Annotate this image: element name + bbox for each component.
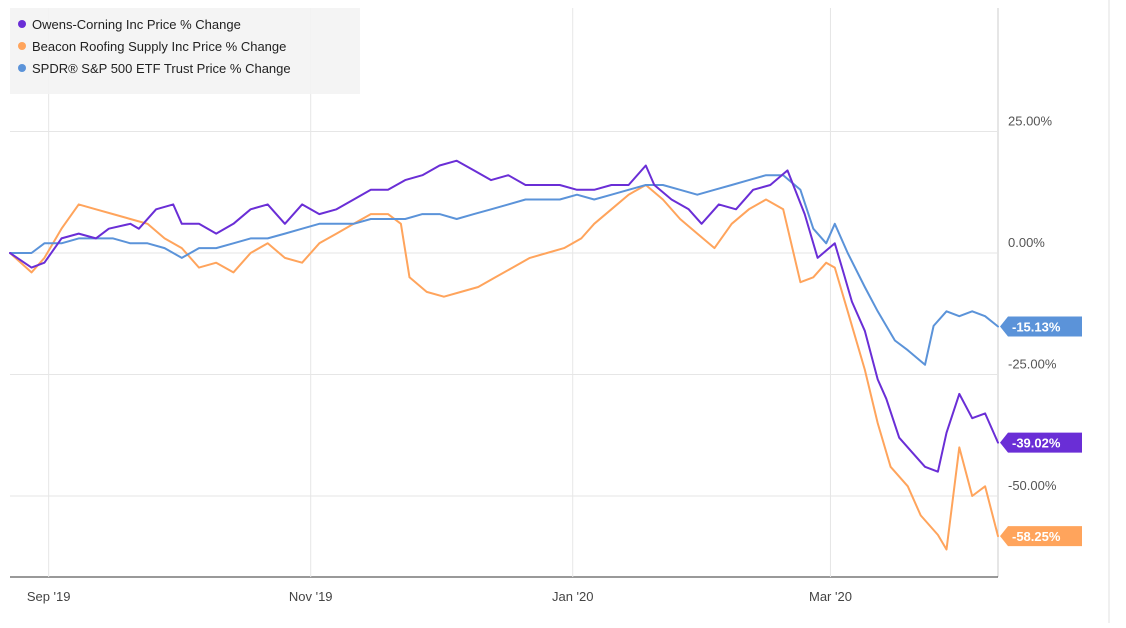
y-tick-label: 25.00% (1008, 114, 1053, 129)
series-line-beacon-roofing-supply-inc-price-change (9, 184, 999, 551)
legend-dot-beacon-roofing (18, 42, 26, 50)
series-line-owens-corning-inc-price-change (9, 159, 999, 473)
legend-dot-spdr-sp500 (18, 64, 26, 72)
x-tick-label: Sep '19 (27, 589, 71, 604)
legend-dot-owens-corning (18, 20, 26, 28)
end-flag-owens-corning-inc-price-change (1000, 432, 1082, 453)
legend-label-owens-corning: Owens-Corning Inc Price % Change (32, 16, 241, 32)
x-tick-label: Mar '20 (809, 589, 852, 604)
end-value-label: -58.25% (1012, 529, 1061, 544)
legend-item-beacon-roofing[interactable]: Beacon Roofing Supply Inc Price % Change (18, 37, 286, 55)
legend-label-spdr-sp500: SPDR® S&P 500 ETF Trust Price % Change (32, 60, 291, 76)
end-value-label: -15.13% (1012, 320, 1061, 335)
end-value-label: -39.02% (1012, 436, 1061, 451)
series-line-spdr-s-p-500-etf-trust-price-change (9, 174, 999, 366)
legend: Owens-Corning Inc Price % Change Beacon … (10, 8, 360, 94)
y-tick-label: -25.00% (1008, 357, 1057, 372)
x-tick-label: Jan '20 (552, 589, 594, 604)
legend-item-spdr-sp500[interactable]: SPDR® S&P 500 ETF Trust Price % Change (18, 59, 291, 77)
y-tick-label: 0.00% (1008, 235, 1045, 250)
end-flag-spdr-s-p-500-etf-trust-price-change (1000, 316, 1082, 337)
legend-label-beacon-roofing: Beacon Roofing Supply Inc Price % Change (32, 38, 287, 54)
legend-item-owens-corning[interactable]: Owens-Corning Inc Price % Change (18, 15, 241, 33)
end-flag-beacon-roofing-supply-inc-price-change (1000, 526, 1082, 547)
x-tick-label: Nov '19 (289, 589, 333, 604)
y-tick-label: -50.00% (1008, 478, 1057, 493)
